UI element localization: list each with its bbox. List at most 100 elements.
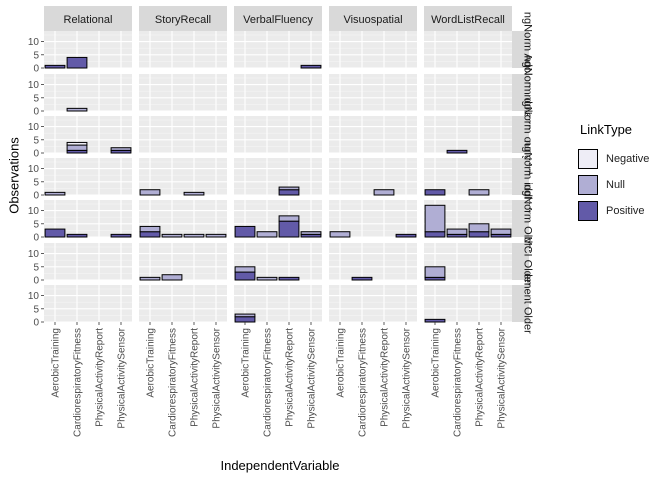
bar-segment-null (234, 266, 256, 273)
x-tick-label: PhysicalActivitySensor (402, 327, 413, 428)
bar-segment-null (278, 215, 300, 222)
x-tick-label: PhysicalActivitySensor (117, 327, 128, 428)
row-strip (512, 158, 529, 195)
row-strip (512, 116, 529, 153)
row-strip-label: MCI Older (522, 236, 534, 286)
y-tick-label: 10 (28, 291, 40, 302)
legend-item-negative: Negative (578, 147, 672, 171)
column-strip-verbalfluency (234, 6, 322, 31)
panel-background (139, 116, 227, 153)
x-tick-label: PhysicalActivityReport (380, 328, 391, 427)
bar-segment-null (110, 147, 132, 151)
panel-background (44, 31, 132, 68)
bar-segment-null (446, 228, 468, 235)
column-strip-label: Visuospatial (343, 14, 402, 26)
bar-segment-null (373, 189, 395, 196)
row-strip-label: ngNorm dolesc (522, 56, 534, 130)
bar-segment-null (278, 186, 300, 191)
legend-item-null: Null (578, 173, 672, 197)
panel-background (44, 285, 132, 322)
bar-segment-null (329, 231, 351, 238)
x-tick-label: AerobicTraining (146, 328, 157, 398)
x-tick-label: PhysicalActivityReport (95, 328, 106, 427)
bar-segment-null (183, 191, 205, 196)
y-tick-label: 5 (33, 135, 39, 146)
legend-title: LinkType (580, 122, 633, 137)
panel-background (139, 74, 227, 111)
row-strip-label: ngNorm oungAd (522, 94, 534, 174)
y-tick-label: 5 (33, 50, 39, 61)
bar-segment-null (468, 189, 490, 196)
y-tick-label: 5 (33, 219, 39, 230)
bar-segment-positive (44, 64, 66, 69)
column-strip-relational (44, 6, 132, 31)
row-strip-label: ngNorm Older (522, 184, 534, 253)
bar-segment-positive (424, 189, 446, 196)
bar-segment-null (139, 276, 161, 281)
row-strip (512, 31, 529, 68)
x-tick-label: CardiorespiratoryFitness (453, 328, 464, 437)
x-tick-label: AerobicTraining (241, 328, 252, 398)
row-strip (512, 74, 529, 111)
bar-segment-null (468, 223, 490, 233)
panel-background (329, 74, 417, 111)
panel-background (139, 31, 227, 68)
legend-label-null: Null (606, 179, 625, 191)
x-tick-label: CardiorespiratoryFitness (358, 328, 369, 437)
panel-background (139, 243, 227, 280)
panel-background (424, 116, 512, 153)
panel-background (329, 243, 417, 280)
legend-label-negative: Negative (606, 153, 650, 165)
y-tick-label: 10 (28, 249, 40, 260)
x-tick-label: AerobicTraining (51, 328, 62, 398)
bar-segment-positive (234, 271, 256, 281)
row-strip (512, 200, 529, 237)
x-tick-label: CardiorespiratoryFitness (73, 328, 84, 437)
y-tick-label: 10 (28, 164, 40, 175)
x-tick-label: PhysicalActivityReport (190, 328, 201, 427)
x-tick-label: PhysicalActivitySensor (497, 327, 508, 428)
x-tick-label: CardiorespiratoryFitness (168, 328, 179, 437)
panel-background (234, 31, 322, 68)
y-tick-label: 0 (33, 64, 39, 75)
y-tick-label: 5 (33, 304, 39, 315)
bar-segment-positive (351, 276, 373, 281)
bar-segment-positive (234, 316, 256, 323)
legend: LinkType Negative Null Positive (578, 122, 672, 225)
bar-segment-positive (300, 64, 322, 69)
panel-background (329, 116, 417, 153)
column-strip-label: WordListRecall (431, 14, 505, 26)
y-axis-title: Observations (6, 137, 22, 214)
bar-segment-negative (66, 141, 88, 146)
bar-segment-positive (66, 233, 88, 238)
bar-segment-positive (66, 56, 88, 69)
bar-segment-positive (446, 149, 468, 154)
bar-segment-null (66, 144, 88, 151)
x-tick-label: CardiorespiratoryFitness (263, 328, 274, 437)
x-tick-label: AerobicTraining (336, 328, 347, 398)
y-tick-label: 10 (28, 206, 40, 217)
column-strip-wordlistrecall (424, 6, 512, 31)
y-tick-label: 0 (33, 233, 39, 244)
bar-segment-null (66, 107, 88, 112)
panel-background (44, 116, 132, 153)
bar-segment-null (139, 189, 161, 196)
bar-segment-null (139, 225, 161, 233)
bar-segment-positive (278, 276, 300, 281)
y-tick-label: 0 (33, 318, 39, 329)
row-strip (512, 243, 529, 280)
bar-segment-null (424, 266, 446, 278)
y-tick-label: 10 (28, 37, 40, 48)
panel-background (234, 158, 322, 195)
bar-segment-positive (424, 318, 446, 323)
column-strip-label: VerbalFluency (243, 14, 313, 26)
panel-background (44, 243, 132, 280)
x-tick-label: PhysicalActivityReport (285, 328, 296, 427)
legend-swatch-negative (578, 149, 598, 169)
column-strip-label: Relational (64, 14, 113, 26)
bar-segment-null (205, 233, 227, 238)
legend-swatch-positive (578, 201, 598, 221)
legend-swatch-null (578, 175, 598, 195)
y-tick-label: 5 (33, 93, 39, 104)
y-tick-label: 5 (33, 262, 39, 273)
